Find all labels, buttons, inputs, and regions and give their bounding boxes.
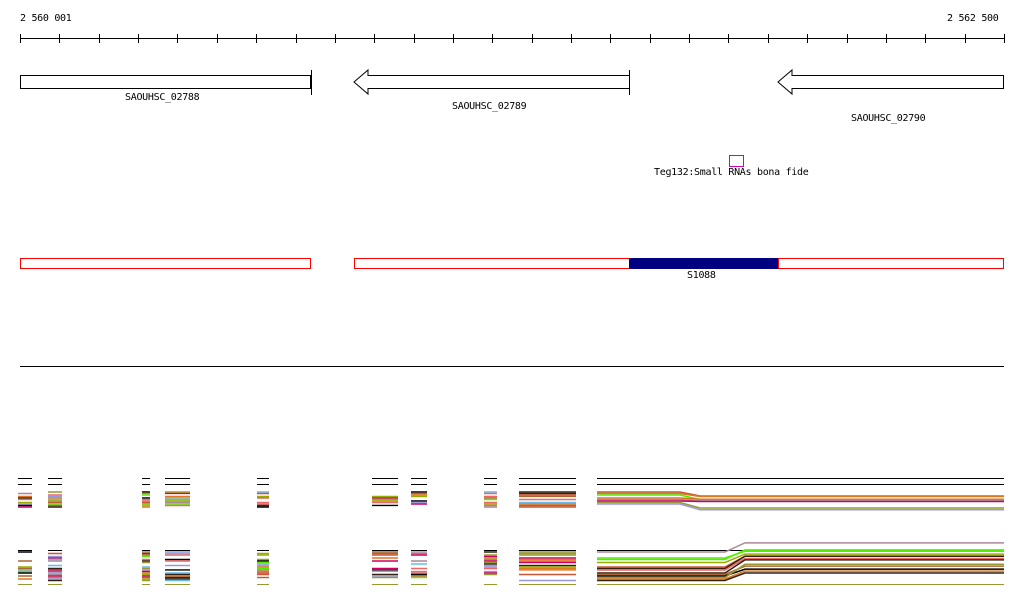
gene-SAOUHSC_02788[interactable]	[20, 70, 312, 95]
ruler-start-label: 2 560 001	[20, 13, 72, 24]
region-box-3[interactable]	[778, 258, 1004, 269]
region-S1088[interactable]	[629, 258, 778, 269]
coverage-line	[597, 506, 1004, 513]
gene-SAOUHSC_02790[interactable]	[777, 68, 1004, 96]
coverage-line	[597, 503, 1004, 511]
coverage-line	[597, 568, 1004, 577]
coverage-line	[597, 501, 1004, 509]
coverage-line	[597, 563, 1004, 579]
coverage-line	[597, 559, 1004, 574]
region-box-1[interactable]	[20, 258, 311, 269]
gene-SAOUHSC_02789[interactable]	[353, 68, 630, 96]
coverage-line	[597, 549, 1004, 561]
srna-feature-box[interactable]	[729, 155, 744, 167]
coverage-line	[597, 497, 1004, 500]
gene-label-SAOUHSC_02789: SAOUHSC_02789	[452, 101, 527, 112]
region-label-S1088: S1088	[687, 270, 716, 281]
coverage-line	[597, 572, 1004, 582]
coverage-tracks	[18, 478, 1004, 585]
ruler-end-label: 2 562 500	[947, 13, 999, 24]
coverage-line	[597, 492, 1004, 498]
gene-label-SAOUHSC_02790: SAOUHSC_02790	[851, 113, 926, 124]
coverage-line	[597, 542, 1004, 553]
coordinate-ruler	[20, 34, 1005, 43]
srna-label: Teg132:Small RNAs bona fide	[654, 167, 809, 178]
coverage-line	[597, 557, 1004, 571]
gene-label-SAOUHSC_02788: SAOUHSC_02788	[125, 92, 200, 103]
coverage-line	[597, 555, 1004, 570]
coverage-line	[597, 570, 1004, 580]
region-box-2[interactable]	[354, 258, 630, 269]
coverage-line	[597, 553, 1004, 564]
